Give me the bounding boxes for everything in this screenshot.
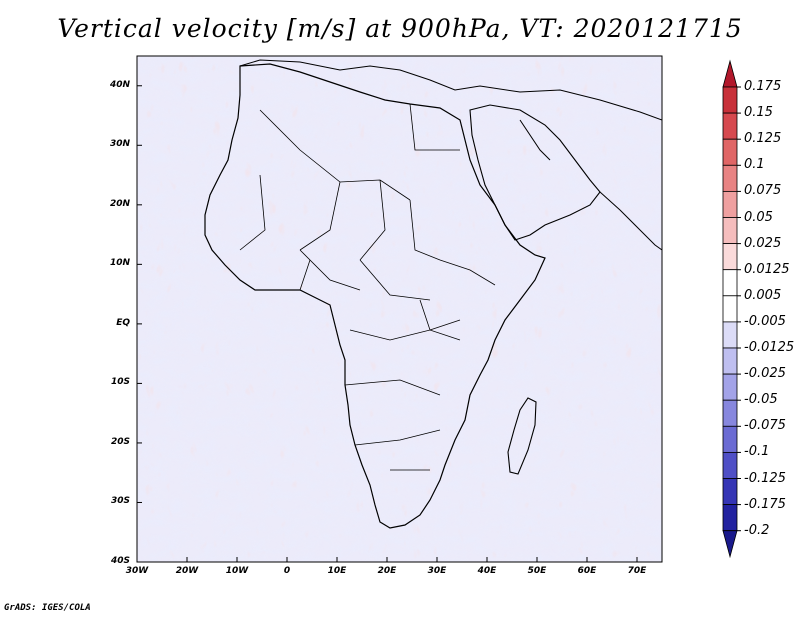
colorbar-swatch <box>722 425 738 453</box>
colorbar-swatch <box>722 451 738 479</box>
colorbar-swatch <box>722 243 738 271</box>
colorbar-min-arrow <box>722 530 738 559</box>
colorbar-level-label: 0.125 <box>744 131 782 147</box>
plot-frame <box>136 55 663 563</box>
europe-asia-coastline <box>239 59 662 251</box>
colorbar-swatch <box>722 373 738 401</box>
colorbar-level-label: 0.075 <box>744 183 782 199</box>
colorbar-level-label: -0.0125 <box>744 340 795 355</box>
colorbar-swatch <box>722 399 738 427</box>
credit-text: GrADS: IGES/COLA <box>4 603 91 613</box>
country-borders <box>239 103 496 471</box>
lon-label: 20W <box>175 566 199 576</box>
field-texture-red <box>137 56 662 562</box>
lon-label: 10E <box>327 566 347 576</box>
madagascar-coastline <box>507 397 537 475</box>
chart-title: Vertical velocity [m/s] at 900hPa, VT: 2… <box>57 14 743 43</box>
lat-label: 10S <box>110 377 130 388</box>
colorbar-level-label: -0.125 <box>744 470 786 486</box>
colorbar-level-label: -0.175 <box>744 496 786 512</box>
lat-label: 40N <box>109 79 130 90</box>
lat-label: 20S <box>110 436 130 447</box>
colorbar-swatch <box>722 347 738 375</box>
colorbar-max-arrow <box>722 59 738 88</box>
lon-label: 40E <box>477 566 497 576</box>
colorbar-swatch <box>722 217 738 245</box>
colorbar-level-label: 0.0125 <box>744 261 790 277</box>
colorbar-swatch <box>722 504 738 532</box>
lon-label: 50E <box>527 566 547 576</box>
lat-label: 40S <box>110 556 130 566</box>
colorbar-level-label: 0.025 <box>744 235 782 251</box>
colorbar-level-label: -0.2 <box>744 522 770 538</box>
lon-label: 60E <box>577 566 597 576</box>
africa-coastline <box>204 63 546 529</box>
lat-label: 10N <box>109 258 130 269</box>
lat-label: 20N <box>109 198 130 209</box>
colorbar-level-label: -0.05 <box>744 392 778 408</box>
colorbar-swatch <box>722 295 738 323</box>
lon-label: 20E <box>377 566 397 576</box>
lat-label: EQ <box>116 317 130 328</box>
lon-label: 0 <box>283 566 291 576</box>
colorbar-swatch <box>722 138 738 166</box>
colorbar-level-label: 0.05 <box>744 209 773 225</box>
lon-label: 30E <box>427 566 447 576</box>
colorbar-swatch <box>722 321 738 349</box>
lon-label: 30W <box>125 566 149 576</box>
lon-label: 10W <box>225 566 249 576</box>
axis-ticks <box>136 85 638 563</box>
colorbar-swatch <box>722 112 738 140</box>
colorbar-level-label: -0.005 <box>744 313 786 329</box>
colorbar-swatch <box>722 478 738 506</box>
lon-label: 70E <box>627 566 647 576</box>
colorbar-swatch <box>722 269 738 297</box>
arabian-peninsula-coastline <box>469 104 601 241</box>
colorbar-swatch <box>722 86 738 114</box>
colorbar-level-label: -0.025 <box>744 366 786 382</box>
colorbar-level-label: 0.175 <box>744 79 782 94</box>
colorbar-level-label: 0.1 <box>744 157 765 173</box>
plot-area <box>137 56 662 562</box>
lat-label: 30S <box>110 496 130 507</box>
colorbar-swatch <box>722 164 738 192</box>
colorbar-level-label: -0.1 <box>744 444 770 460</box>
lat-label: 30N <box>109 139 130 150</box>
colorbar-level-label: 0.15 <box>744 105 773 121</box>
colorbar-level-label: 0.005 <box>744 287 782 303</box>
colorbar-swatch <box>722 190 738 218</box>
colorbar-level-label: -0.075 <box>744 418 786 434</box>
colorbar <box>722 59 741 559</box>
